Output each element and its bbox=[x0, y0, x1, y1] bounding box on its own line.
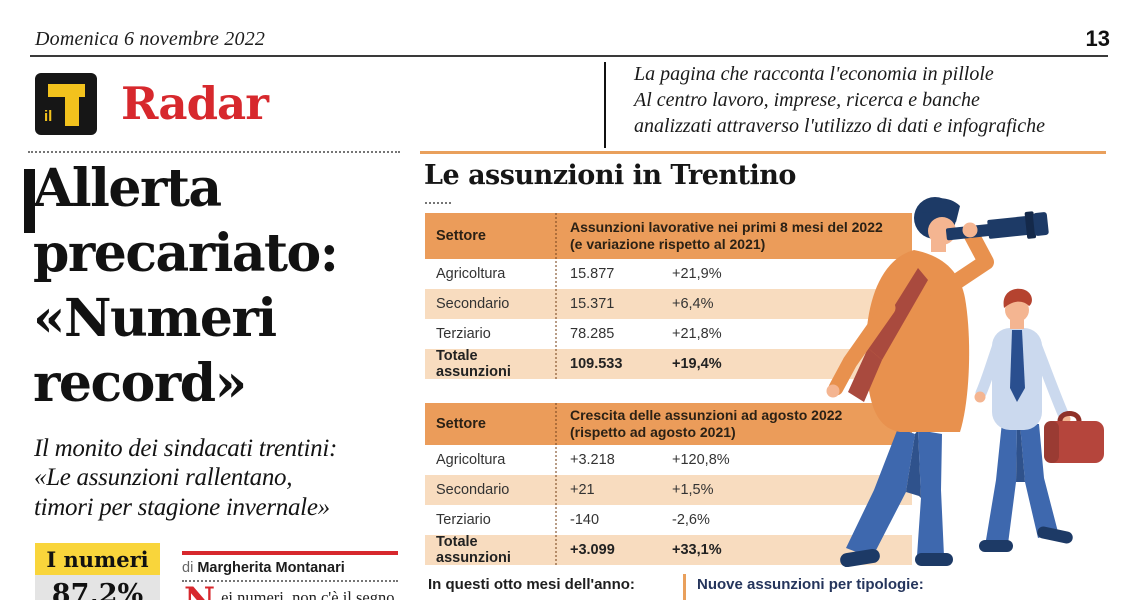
hires-table-2022: Settore Assunzioni lavorative nei primi … bbox=[425, 213, 912, 380]
byline-author: Margherita Montanari bbox=[197, 560, 345, 576]
infographic-title-dotted-rule bbox=[425, 202, 451, 204]
workers-illustration bbox=[826, 197, 1104, 568]
byline: di Margherita Montanari bbox=[182, 560, 345, 576]
table-row: Terziario -140 -2,6% bbox=[425, 505, 912, 535]
table-row: Secondario 15.371 +6,4% bbox=[425, 289, 912, 319]
intro-line: analizzati attraverso l'utilizzo di dati… bbox=[634, 115, 1045, 137]
row-percent: +120,8% bbox=[672, 452, 730, 468]
row-label: Agricoltura bbox=[436, 266, 506, 282]
top-rule bbox=[30, 55, 1108, 57]
row-value: -140 bbox=[570, 512, 600, 528]
row-value: 15.877 bbox=[570, 266, 615, 282]
row-label: Totale assunzioni bbox=[436, 348, 511, 380]
row-label: Totale assunzioni bbox=[436, 534, 511, 566]
margin-marker bbox=[24, 169, 35, 233]
article-headline: Allerta precariato: «Numeri record» bbox=[33, 156, 413, 416]
row-percent: +33,1% bbox=[672, 542, 722, 558]
table-header-line: Crescita delle assunzioni ad agosto 2022 bbox=[570, 407, 843, 424]
briefcase-handle bbox=[1057, 411, 1082, 422]
body-text: ei numeri, non c'è il segno bbox=[221, 588, 395, 600]
table-header-row: Settore Assunzioni lavorative nei primi … bbox=[425, 213, 912, 259]
numbers-box-title: I numeri bbox=[35, 543, 160, 575]
logo-il-text: il bbox=[44, 108, 53, 125]
newspaper-logo-icon: il bbox=[35, 73, 97, 135]
numbers-box-value: 87,2% bbox=[35, 575, 160, 600]
logo-t-stem bbox=[65, 84, 79, 126]
row-value: +3.218 bbox=[570, 452, 615, 468]
article-body-start: N ei numeri, non c'è il segno bbox=[184, 580, 395, 600]
infographic-title: Le assunzioni in Trentino bbox=[424, 160, 796, 191]
row-percent: +1,5% bbox=[672, 482, 714, 498]
hires-growth-table-august: Settore Crescita delle assunzioni ad ago… bbox=[425, 403, 912, 566]
intro-line: Al centro lavoro, imprese, ricerca e ban… bbox=[634, 89, 980, 111]
infographic-top-rule bbox=[420, 151, 1106, 154]
row-label: Terziario bbox=[436, 512, 491, 528]
row-label: Agricoltura bbox=[436, 452, 506, 468]
byline-dotted-rule bbox=[182, 580, 398, 582]
footer-orange-divider bbox=[683, 574, 686, 600]
headline-line: «Numeri bbox=[33, 288, 277, 349]
table-header-line: (e variazione rispetto al 2021) bbox=[570, 236, 766, 252]
drop-cap: N bbox=[184, 580, 216, 600]
table-column-divider bbox=[555, 213, 557, 379]
row-value: +21 bbox=[570, 482, 595, 498]
row-value: +3.099 bbox=[570, 542, 615, 558]
table-column-divider bbox=[555, 403, 557, 565]
table-header-sector: Settore bbox=[436, 416, 486, 432]
row-value: 78.285 bbox=[570, 326, 615, 342]
row-percent: +21,8% bbox=[672, 326, 722, 342]
telescope-icon bbox=[945, 211, 1049, 241]
table-row: Agricoltura 15.877 +21,9% bbox=[425, 259, 912, 289]
subtitle-line: timori per stagione invernale» bbox=[34, 493, 330, 521]
edition-date: Domenica 6 novembre 2022 bbox=[35, 28, 266, 50]
telescope-man-illustration bbox=[826, 197, 1049, 568]
briefcase-man-illustration bbox=[974, 288, 1104, 552]
table-header-line: Assunzioni lavorative nei primi 8 mesi d… bbox=[570, 219, 883, 236]
row-value: 109.533 bbox=[570, 356, 623, 372]
section-title: Radar bbox=[121, 77, 269, 130]
column-dotted-rule bbox=[28, 151, 400, 153]
table-header-values: Crescita delle assunzioni ad agosto 2022… bbox=[555, 407, 885, 440]
headline-line: record» bbox=[33, 353, 247, 414]
table-row: Terziario 78.285 +21,8% bbox=[425, 319, 912, 349]
footer-label-left: In questi otto mesi dell'anno: bbox=[428, 576, 635, 593]
row-percent: -2,6% bbox=[672, 512, 710, 528]
table-total-row: Totale assunzioni +3.099 +33,1% bbox=[425, 534, 912, 566]
article-subtitle: Il monito dei sindacati trentini: «Le as… bbox=[34, 434, 337, 522]
row-value: 15.371 bbox=[570, 296, 615, 312]
byline-red-rule bbox=[182, 551, 398, 555]
headline-line: Allerta bbox=[33, 158, 222, 219]
subtitle-line: Il monito dei sindacati trentini: bbox=[34, 435, 338, 462]
table-header-sector: Settore bbox=[436, 228, 486, 244]
subtitle-line: «Le assunzioni rallentano, bbox=[34, 464, 293, 492]
footer-label-right: Nuove assunzioni per tipologie: bbox=[697, 576, 924, 593]
row-label: Terziario bbox=[436, 326, 491, 342]
header-vertical-divider bbox=[604, 62, 606, 148]
section-intro: La pagina che racconta l'economia in pil… bbox=[634, 61, 1045, 139]
row-label: Secondario bbox=[436, 296, 510, 312]
intro-line: La pagina che racconta l'economia in pil… bbox=[634, 63, 994, 85]
table-header-line: (rispetto ad agosto 2021) bbox=[570, 424, 736, 440]
table-header-row: Settore Crescita delle assunzioni ad ago… bbox=[425, 403, 912, 445]
page-number: 13 bbox=[1085, 26, 1110, 51]
row-label: Secondario bbox=[436, 482, 510, 498]
row-percent: +21,9% bbox=[672, 266, 722, 282]
table-row: Secondario +21 +1,5% bbox=[425, 475, 912, 505]
table-header-values: Assunzioni lavorative nei primi 8 mesi d… bbox=[555, 219, 885, 252]
headline-line: precariato: bbox=[33, 223, 339, 284]
table-row: Agricoltura +3.218 +120,8% bbox=[425, 445, 912, 475]
table-total-row: Totale assunzioni 109.533 +19,4% bbox=[425, 348, 912, 380]
row-percent: +19,4% bbox=[672, 356, 722, 372]
byline-prefix: di bbox=[182, 560, 194, 576]
row-percent: +6,4% bbox=[672, 296, 714, 312]
